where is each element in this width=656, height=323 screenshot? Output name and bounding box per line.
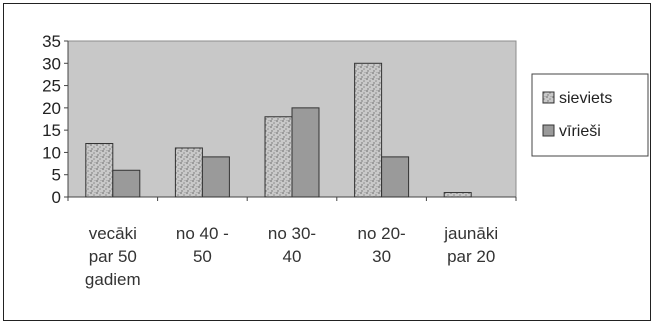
x-category-label: no 40 -50 (176, 224, 229, 266)
y-tick-label: 25 (42, 77, 61, 96)
y-tick-label: 0 (52, 188, 61, 207)
bar-vīrieši-3 (381, 156, 410, 198)
y-tick-label: 10 (42, 143, 61, 162)
y-tick-label: 15 (42, 121, 61, 140)
bar-vīrieši-1 (201, 156, 230, 198)
x-category-label: no 20-30 (357, 224, 405, 266)
y-tick-label: 35 (42, 32, 61, 51)
legend-box (531, 73, 649, 157)
bar-sieviets-1 (174, 147, 203, 198)
y-tick-label: 5 (52, 166, 61, 185)
bar-sieviets-0 (85, 143, 114, 198)
bar-vīrieši-0 (112, 169, 141, 198)
bar-sieviets-3 (354, 62, 383, 198)
legend-label-vīrieši: vīrieši (559, 123, 601, 140)
x-category-label: no 30-40 (268, 224, 316, 266)
y-tick-label: 30 (42, 54, 61, 73)
x-category-label: jaunāki par 20 (443, 224, 498, 266)
legend-label-sieviets: sieviets (559, 90, 612, 107)
bar-sieviets-2 (264, 116, 293, 198)
legend-swatch-sieviets (542, 91, 555, 104)
bar-sieviets-4 (443, 192, 472, 198)
legend-swatch-vīrieši (542, 124, 555, 137)
bar-vīrieši-2 (291, 107, 320, 198)
y-tick-label: 20 (42, 99, 61, 118)
x-category-label: vecāki par 50 gadiem (85, 224, 141, 289)
